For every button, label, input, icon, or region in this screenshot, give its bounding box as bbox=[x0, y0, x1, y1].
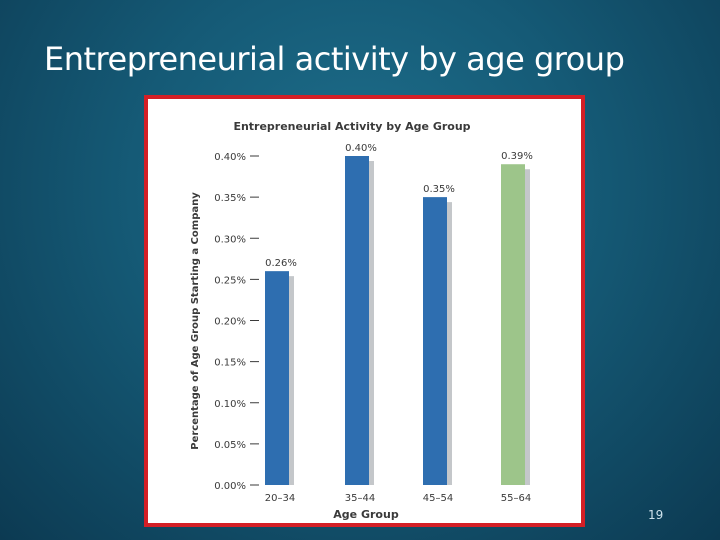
y-tick-label: 0.20% bbox=[214, 317, 246, 328]
x-tick-label: 20–34 bbox=[265, 493, 295, 504]
x-tick-label: 45–54 bbox=[423, 493, 453, 504]
data-label: 0.26% bbox=[265, 258, 297, 269]
y-tick-label: 0.10% bbox=[214, 399, 246, 410]
slide-title: Entrepreneurial activity by age group bbox=[44, 40, 625, 78]
y-tick-label: 0.05% bbox=[214, 440, 246, 451]
bar bbox=[265, 271, 289, 485]
bars: 0.26% 20–34 0.40% 35–44 0.35% 45–54 0.39% 55–64 bbox=[265, 143, 533, 504]
bar bbox=[345, 156, 369, 485]
y-tick-label: 0.40% bbox=[214, 152, 246, 163]
x-tick-label: 35–44 bbox=[345, 493, 375, 504]
data-label: 0.40% bbox=[345, 143, 377, 154]
data-label: 0.35% bbox=[423, 184, 455, 195]
data-label: 0.39% bbox=[501, 151, 533, 162]
bar-chart: Entrepreneurial Activity by Age Group Pe… bbox=[190, 120, 533, 521]
page-number: 19 bbox=[648, 508, 664, 522]
y-tick-label: 0.30% bbox=[214, 234, 246, 245]
chart-title: Entrepreneurial Activity by Age Group bbox=[233, 120, 470, 133]
y-axis: 0.00% 0.05% 0.10% 0.15% 0.20% 0.25% 0.30% 0.35%… bbox=[214, 152, 259, 492]
x-axis-label: Age Group bbox=[333, 508, 399, 521]
bar bbox=[423, 197, 447, 485]
y-tick-label: 0.35% bbox=[214, 193, 246, 204]
y-tick-label: 0.15% bbox=[214, 358, 246, 369]
y-tick-label: 0.25% bbox=[214, 275, 246, 286]
y-tick-label: 0.00% bbox=[214, 481, 246, 492]
bar bbox=[501, 164, 525, 485]
x-tick-label: 55–64 bbox=[501, 493, 531, 504]
chart-frame: Entrepreneurial Activity by Age Group Pe… bbox=[144, 95, 585, 527]
y-axis-label: Percentage of Age Group Starting a Compa… bbox=[190, 192, 201, 450]
